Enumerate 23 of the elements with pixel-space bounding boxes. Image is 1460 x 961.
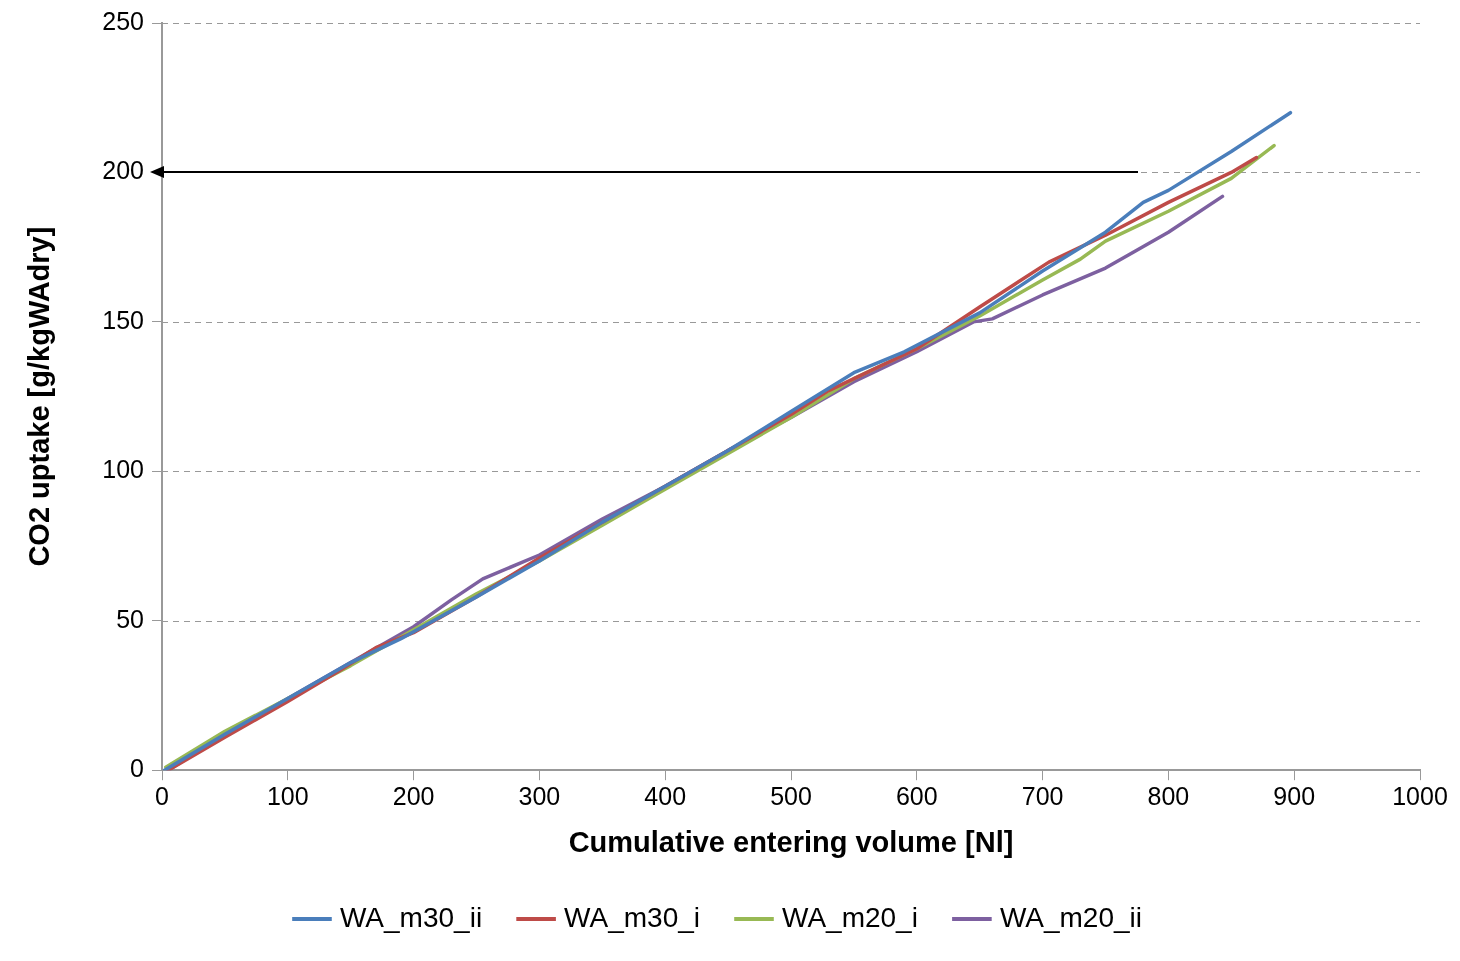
y-tick-label: 250 [102, 6, 144, 35]
x-tick-label: 700 [1021, 782, 1064, 811]
x-axis-title: Cumulative entering volume [Nl] [568, 825, 1014, 858]
legend-label: WA_m30_ii [339, 901, 483, 933]
x-tick-label: 300 [518, 782, 561, 811]
x-tick-label: 200 [392, 782, 435, 811]
x-tick-label: 900 [1273, 782, 1316, 811]
legend-label: WA_m30_i [564, 901, 701, 933]
y-tick-label: 200 [102, 156, 144, 185]
x-tick-label: 400 [644, 782, 687, 811]
x-tick-label: 800 [1147, 782, 1190, 811]
y-tick-label: 50 [116, 604, 144, 633]
x-tick-label: 1000 [1392, 782, 1448, 811]
y-tick-label: 100 [102, 455, 144, 484]
x-tick-label: 0 [155, 782, 169, 811]
x-tick-label: 600 [895, 782, 938, 811]
legend-label: WA_m20_ii [999, 901, 1143, 933]
y-tick-label: 0 [130, 754, 144, 783]
legend-label: WA_m20_i [782, 901, 918, 933]
x-tick-label: 100 [266, 782, 309, 811]
y-tick-label: 150 [102, 305, 144, 334]
y-axis-title: CO2 uptake [g/kgWAdry] [23, 226, 56, 567]
x-tick-label: 500 [770, 782, 812, 811]
